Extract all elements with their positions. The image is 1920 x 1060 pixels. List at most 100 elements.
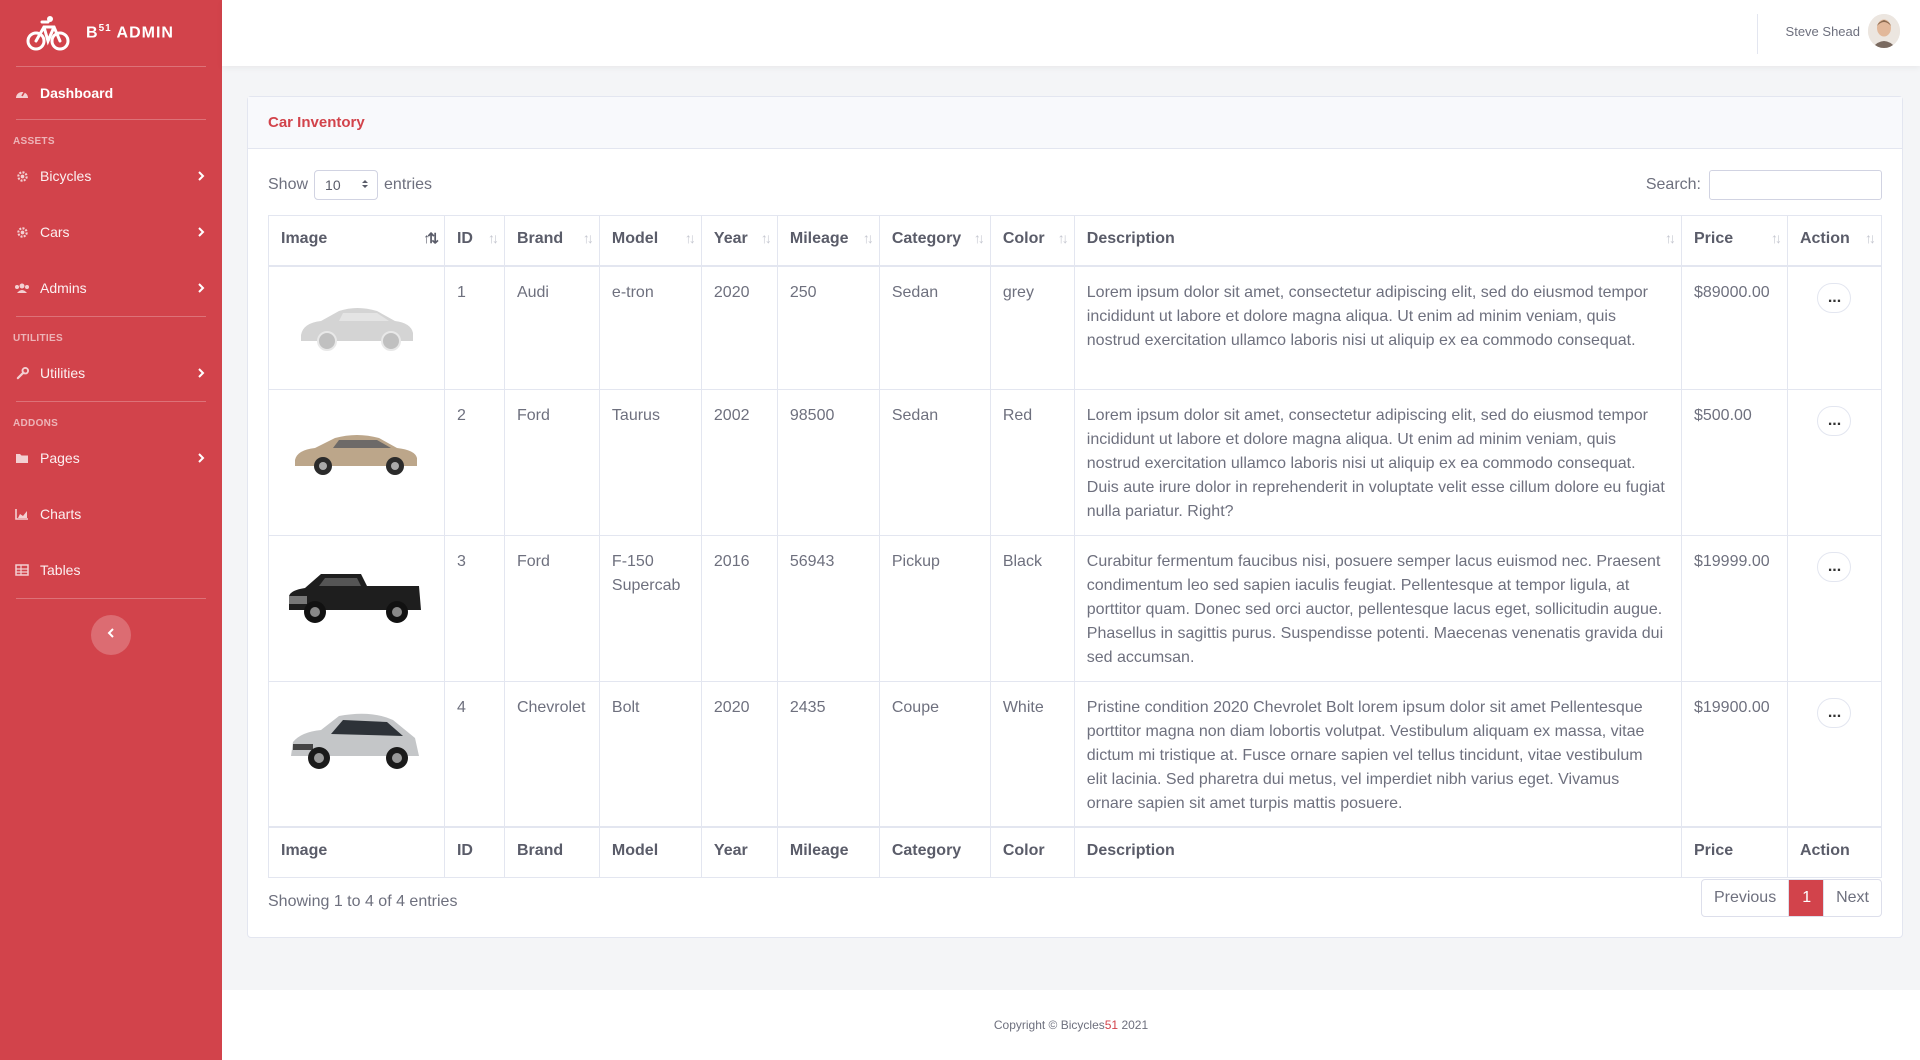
users-icon bbox=[14, 281, 30, 295]
search-input[interactable] bbox=[1709, 170, 1882, 200]
sidebar-item-label: Cars bbox=[40, 224, 70, 240]
cell-year: 2020 bbox=[700, 265, 778, 390]
cell-price: $500.00 bbox=[1680, 388, 1788, 536]
column-header-year[interactable]: Year ↑↓ bbox=[700, 215, 778, 267]
user-name[interactable]: Steve Shead bbox=[1785, 24, 1860, 39]
cell-action: ... bbox=[1786, 534, 1883, 682]
folder-icon bbox=[14, 451, 30, 465]
pagination-next[interactable]: Next bbox=[1823, 880, 1881, 916]
show-label: Show bbox=[268, 176, 309, 193]
table-info: Showing 1 to 4 of 4 entries bbox=[268, 893, 458, 910]
avatar[interactable] bbox=[1868, 14, 1900, 48]
cell-color: White bbox=[989, 680, 1075, 828]
sidebar-item-bicycles[interactable]: Bicycles bbox=[0, 148, 222, 204]
column-header-category[interactable]: Category ↑↓ bbox=[878, 215, 991, 267]
sidebar-divider bbox=[16, 598, 206, 599]
sort-icon: ↑↓ bbox=[1865, 230, 1876, 246]
row-actions-button[interactable]: ... bbox=[1817, 405, 1852, 436]
column-header-image[interactable]: Image ↑⇅ bbox=[268, 215, 445, 267]
topbar-divider bbox=[1757, 14, 1758, 54]
pagination-page-1[interactable]: 1 bbox=[1789, 880, 1824, 916]
cell-price: $89000.00 bbox=[1680, 265, 1788, 390]
footer-header-mileage: Mileage bbox=[776, 826, 880, 878]
sidebar-item-label: Tables bbox=[40, 562, 81, 578]
footer-header-category: Category bbox=[878, 826, 991, 878]
sidebar-item-admins[interactable]: Admins bbox=[0, 260, 222, 316]
table-row: 4 Chevrolet Bolt 2020 2435 Coupe White P… bbox=[268, 680, 1883, 828]
entries-select[interactable]: 10 bbox=[314, 170, 379, 200]
cog-icon bbox=[14, 169, 30, 183]
sidebar-divider bbox=[16, 401, 206, 402]
column-header-color[interactable]: Color ↑↓ bbox=[989, 215, 1075, 267]
table-row: 3 Ford F-150 Supercab 2016 56943 Pickup … bbox=[268, 534, 1883, 682]
sidebar-item-dashboard[interactable]: Dashboard bbox=[0, 67, 222, 119]
chevron-left-icon bbox=[107, 626, 115, 644]
cell-mileage: 250 bbox=[776, 265, 880, 390]
page-footer: Copyright © Bicycles51 2021 bbox=[222, 990, 1920, 1060]
cell-year: 2020 bbox=[700, 680, 778, 828]
gauge-icon bbox=[14, 86, 30, 100]
cell-description: Lorem ipsum dolor sit amet, consectetur … bbox=[1073, 265, 1682, 390]
sidebar-toggle-button[interactable] bbox=[91, 615, 131, 655]
tan-sedan-image bbox=[295, 434, 417, 475]
search-label: Search: bbox=[1645, 176, 1701, 193]
sort-icon: ↑↓ bbox=[1664, 230, 1676, 246]
cell-id: 2 bbox=[443, 388, 505, 536]
cell-model: Bolt bbox=[598, 680, 702, 828]
column-header-action[interactable]: Action ↑↓ bbox=[1786, 215, 1883, 267]
sort-icon: ↑↓ bbox=[862, 230, 874, 246]
footer-header-model: Model bbox=[598, 826, 702, 878]
table-row: 2 Ford Taurus 2002 98500 Sedan Red Lorem… bbox=[268, 388, 1883, 536]
pagination: Previous 1 Next bbox=[1700, 879, 1882, 917]
column-header-model[interactable]: Model ↑↓ bbox=[598, 215, 702, 267]
table-icon bbox=[14, 563, 30, 577]
entries-control: Show 10 entries bbox=[268, 169, 432, 201]
sidebar-item-utilities[interactable]: Utilities bbox=[0, 345, 222, 401]
sort-icon: ↑↓ bbox=[1057, 230, 1069, 246]
cell-year: 2002 bbox=[700, 388, 778, 536]
car-image-cell bbox=[268, 680, 445, 828]
sidebar-heading-addons: ADDONS bbox=[13, 418, 59, 429]
sidebar-item-pages[interactable]: Pages bbox=[0, 430, 222, 486]
column-header-brand[interactable]: Brand ↑↓ bbox=[503, 215, 600, 267]
row-actions-button[interactable]: ... bbox=[1817, 551, 1852, 582]
sidebar-item-label: Bicycles bbox=[40, 168, 92, 184]
sidebar-item-label: Utilities bbox=[40, 365, 86, 381]
footer-header-action: Action bbox=[1786, 826, 1883, 878]
wrench-icon bbox=[14, 366, 30, 380]
card-title: Car Inventory bbox=[268, 114, 365, 131]
sort-icon: ↑↓ bbox=[1770, 230, 1782, 246]
cell-mileage: 56943 bbox=[776, 534, 880, 682]
car-silhouette-image bbox=[301, 307, 413, 351]
brand-name: B51 ADMIN bbox=[86, 23, 174, 42]
column-header-description[interactable]: Description ↑↓ bbox=[1073, 215, 1682, 267]
footer-header-price: Price bbox=[1680, 826, 1788, 878]
footer-header-brand: Brand bbox=[503, 826, 600, 878]
cell-model: e-tron bbox=[598, 265, 702, 390]
chevron-right-icon bbox=[196, 226, 206, 238]
copyright-text: Copyright © Bicycles51 2021 bbox=[993, 1018, 1149, 1032]
sidebar-item-charts[interactable]: Charts bbox=[0, 486, 222, 542]
cell-price: $19900.00 bbox=[1680, 680, 1788, 828]
cell-description: Curabitur fermentum faucibus nisi, posue… bbox=[1073, 534, 1682, 682]
column-header-mileage[interactable]: Mileage ↑↓ bbox=[776, 215, 880, 267]
cell-action: ... bbox=[1786, 265, 1883, 390]
row-actions-button[interactable]: ... bbox=[1817, 697, 1852, 728]
pagination-previous[interactable]: Previous bbox=[1702, 880, 1790, 916]
inventory-table: Image ↑⇅ ID ↑↓ Brand ↑↓ Model ↑↓ Year ↑↓ Mile… bbox=[268, 215, 1883, 878]
cell-model: F-150 Supercab bbox=[598, 534, 702, 682]
sidebar-divider bbox=[16, 66, 206, 67]
brand[interactable]: B51 ADMIN bbox=[0, 0, 222, 66]
cell-id: 1 bbox=[443, 265, 505, 390]
sidebar-item-cars[interactable]: Cars bbox=[0, 204, 222, 260]
footer-header-year: Year bbox=[700, 826, 778, 878]
cell-mileage: 2435 bbox=[776, 680, 880, 828]
row-actions-button[interactable]: ... bbox=[1817, 282, 1852, 313]
sidebar-item-tables[interactable]: Tables bbox=[0, 542, 222, 598]
column-header-price[interactable]: Price ↑↓ bbox=[1680, 215, 1788, 267]
column-header-id[interactable]: ID ↑↓ bbox=[443, 215, 505, 267]
topbar: Steve Shead bbox=[222, 0, 1920, 66]
area-chart-icon bbox=[14, 507, 30, 521]
entries-value: 10 bbox=[325, 177, 341, 193]
sidebar-item-label: Charts bbox=[40, 506, 82, 522]
